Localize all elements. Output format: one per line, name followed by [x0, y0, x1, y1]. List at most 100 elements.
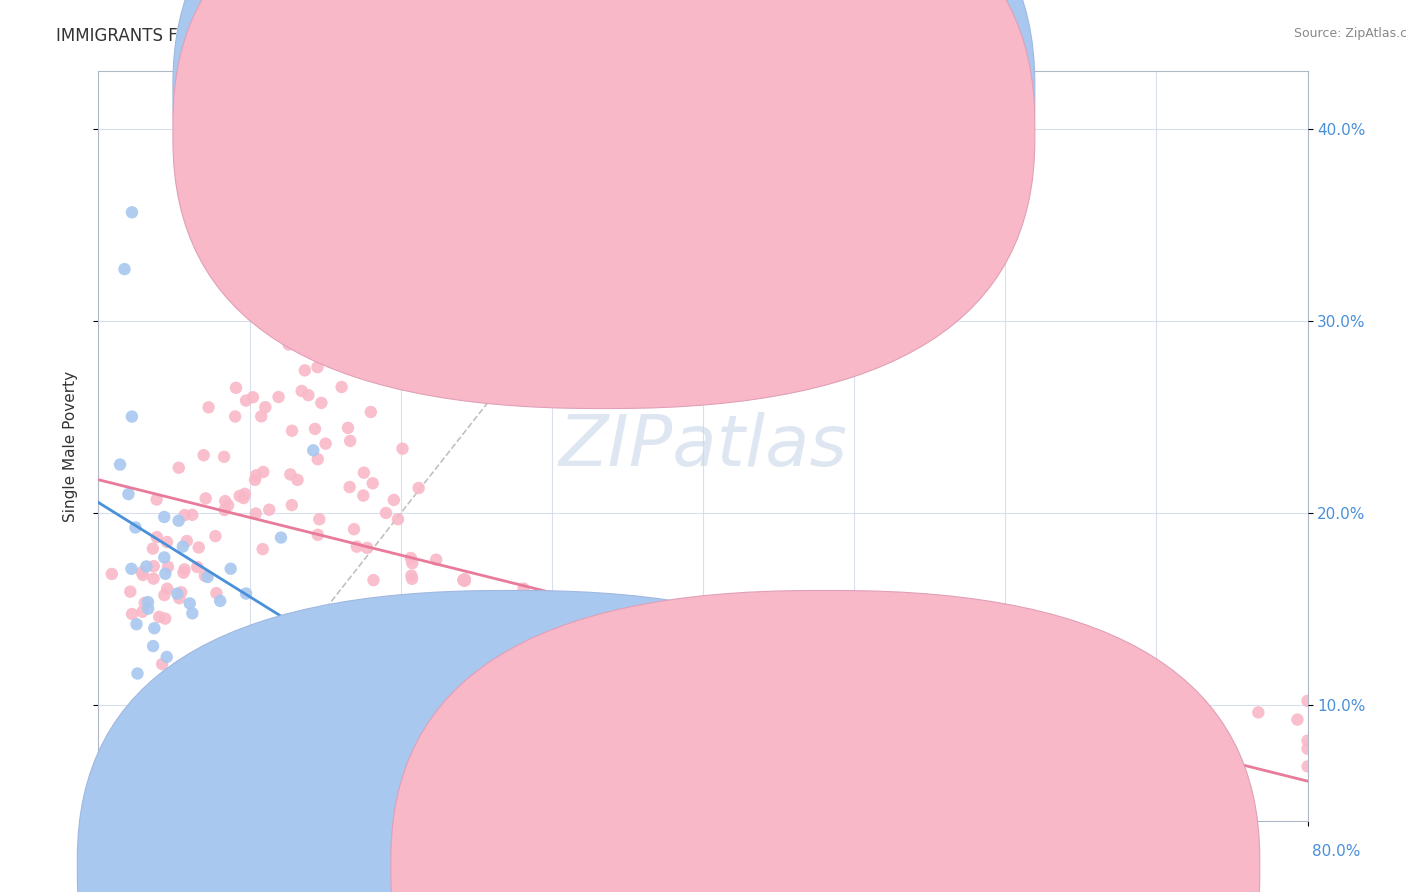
Point — [179, 596, 201, 610]
Point — [235, 586, 257, 600]
Point — [375, 506, 398, 520]
Point — [339, 434, 361, 448]
Point — [401, 556, 423, 570]
Point — [136, 601, 159, 615]
Point — [134, 596, 156, 610]
Point — [1201, 743, 1223, 757]
Point — [235, 393, 257, 408]
Point — [1218, 742, 1240, 756]
Text: 0.0%: 0.0% — [79, 845, 118, 859]
Point — [186, 560, 208, 574]
Point — [150, 657, 173, 671]
Point — [318, 318, 340, 333]
Point — [156, 535, 179, 549]
Point — [529, 625, 551, 640]
Text: N = 141: N = 141 — [738, 129, 801, 145]
Point — [401, 572, 423, 586]
Point — [136, 595, 159, 609]
Point — [740, 731, 762, 745]
Point — [468, 637, 491, 651]
Point — [1247, 706, 1270, 720]
Text: IMMIGRANTS FROM THE AZORES VS IMMIGRANTS FROM CARIBBEAN SINGLE MALE POVERTY CORR: IMMIGRANTS FROM THE AZORES VS IMMIGRANTS… — [56, 27, 1005, 45]
Point — [209, 594, 232, 608]
Point — [114, 262, 136, 277]
Point — [101, 566, 124, 581]
Point — [173, 566, 195, 580]
Point — [855, 699, 877, 714]
Point — [401, 568, 423, 582]
Point — [603, 714, 626, 729]
Point — [343, 522, 366, 536]
Point — [513, 633, 536, 648]
Point — [142, 572, 165, 586]
Text: -0.23: -0.23 — [671, 129, 710, 145]
Point — [454, 574, 477, 588]
Point — [451, 573, 474, 587]
Point — [252, 542, 274, 557]
Point — [166, 587, 188, 601]
Point — [173, 562, 195, 576]
Text: Immigrants from Caribbean: Immigrants from Caribbean — [844, 858, 1056, 872]
Point — [224, 409, 246, 424]
Point — [281, 424, 304, 438]
Point — [499, 622, 522, 636]
Point — [512, 582, 534, 596]
Point — [330, 380, 353, 394]
Text: R =  0.275   N = 30: R = 0.275 N = 30 — [621, 89, 770, 104]
Point — [391, 442, 413, 456]
Point — [432, 613, 454, 627]
Point — [194, 491, 217, 506]
Point — [197, 570, 219, 584]
Point — [131, 605, 153, 619]
Point — [382, 492, 405, 507]
Point — [356, 541, 378, 555]
Point — [212, 450, 235, 464]
Point — [193, 448, 215, 462]
Point — [153, 588, 176, 602]
Point — [281, 498, 304, 512]
Point — [356, 762, 378, 776]
Point — [252, 465, 274, 479]
Point — [173, 508, 195, 522]
Point — [280, 467, 302, 482]
Point — [225, 381, 247, 395]
Point — [297, 388, 319, 402]
Point — [214, 503, 236, 517]
Point — [561, 663, 583, 677]
Point — [153, 611, 176, 625]
Point — [121, 205, 143, 219]
Point — [120, 562, 142, 576]
Point — [187, 541, 209, 555]
Point — [194, 569, 217, 583]
Point — [547, 652, 569, 666]
Point — [155, 566, 177, 581]
Point — [737, 694, 759, 708]
Point — [243, 473, 266, 487]
Point — [471, 640, 494, 655]
Point — [454, 572, 477, 586]
Point — [277, 337, 299, 351]
Point — [700, 707, 723, 722]
Point — [214, 494, 236, 508]
Point — [132, 568, 155, 582]
Point — [270, 531, 292, 545]
Point — [219, 562, 242, 576]
Point — [148, 610, 170, 624]
Point — [294, 363, 316, 377]
Point — [307, 528, 329, 542]
Point — [167, 591, 190, 606]
Point — [217, 499, 239, 513]
Point — [399, 627, 422, 641]
Point — [339, 480, 361, 494]
Point — [108, 458, 131, 472]
Point — [1167, 717, 1189, 731]
Point — [307, 452, 329, 467]
Point — [181, 607, 204, 621]
Point — [1071, 709, 1094, 723]
Point — [436, 605, 458, 619]
Point — [304, 422, 326, 436]
Point — [291, 384, 314, 398]
Point — [475, 626, 498, 640]
Point — [170, 585, 193, 599]
Point — [361, 476, 384, 491]
